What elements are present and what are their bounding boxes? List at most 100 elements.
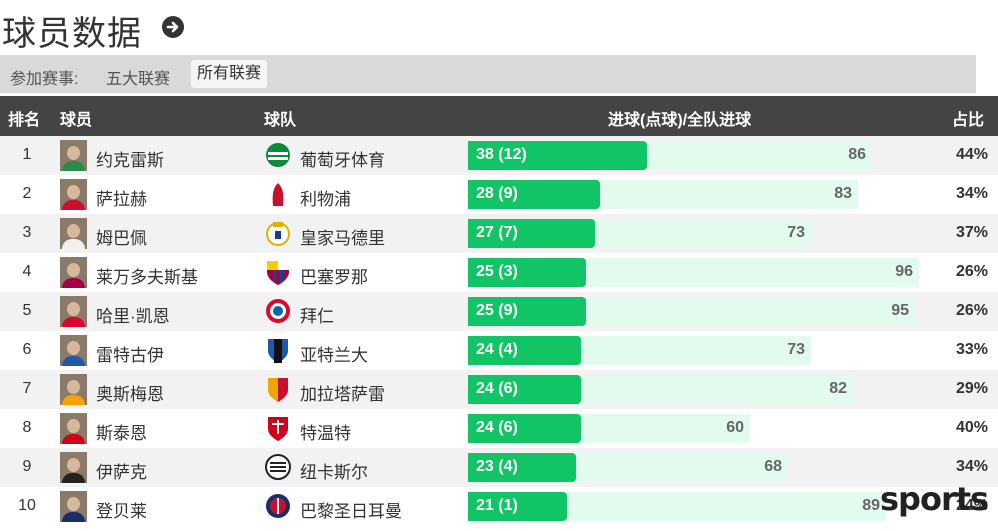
rank-cell: 5 <box>22 302 32 319</box>
team-name[interactable]: 纽卡斯尔 <box>300 463 368 482</box>
real-madrid-crest-icon <box>264 219 292 248</box>
player-name[interactable]: 萨拉赫 <box>96 190 147 209</box>
team-goals-label: 73 <box>787 224 805 241</box>
share-cell: 44% <box>955 146 988 163</box>
header-rank[interactable]: 排名 <box>8 112 41 129</box>
psg-crest-icon <box>264 492 292 521</box>
player-goals-bar <box>468 258 586 287</box>
team-goals-label: 89 <box>862 497 880 514</box>
table-row[interactable]: 7 奥斯梅恩 加拉塔萨雷 24 (6) 82 29% <box>0 370 998 409</box>
player-avatar <box>60 296 87 327</box>
player-name[interactable]: 奥斯梅恩 <box>96 385 164 404</box>
team-name[interactable]: 皇家马德里 <box>300 229 385 248</box>
player-goals-label: 25 (3) <box>476 263 518 280</box>
player-goals-bar <box>468 375 581 404</box>
table-row[interactable]: 10 登贝莱 巴黎圣日耳曼 21 (1) 89 24% <box>0 487 998 526</box>
table-row[interactable]: 2 萨拉赫 利物浦 28 (9) 83 34% <box>0 175 998 214</box>
player-goals-bar <box>468 141 647 170</box>
player-name[interactable]: 哈里·凯恩 <box>96 307 170 326</box>
player-goals-label: 28 (9) <box>476 185 518 202</box>
team-name[interactable]: 葡萄牙体育 <box>300 151 385 170</box>
rank-cell: 3 <box>22 224 32 241</box>
player-name[interactable]: 斯泰恩 <box>96 424 147 443</box>
competition-filter-bar: 参加赛事: 五大联赛 所有联赛 <box>0 55 976 93</box>
team-goals-label: 68 <box>764 458 782 475</box>
table-row[interactable]: 8 斯泰恩 特温特 24 (6) 60 40% <box>0 409 998 448</box>
header-share[interactable]: 占比 <box>952 112 985 129</box>
share-cell: 34% <box>955 185 988 202</box>
table-row[interactable]: 4 莱万多夫斯基 巴塞罗那 25 (3) 96 26% <box>0 253 998 292</box>
player-avatar <box>60 413 87 444</box>
share-cell: 33% <box>955 341 988 358</box>
share-cell: 26% <box>955 263 988 280</box>
filter-option-all[interactable]: 所有联赛 <box>191 60 268 88</box>
player-name[interactable]: 雷特古伊 <box>96 346 164 365</box>
header-team[interactable]: 球队 <box>264 112 297 129</box>
share-cell: 24% <box>955 497 988 514</box>
team-name[interactable]: 利物浦 <box>300 190 351 209</box>
player-goals-label: 21 (1) <box>476 497 518 514</box>
player-goals-label: 27 (7) <box>476 224 518 241</box>
share-cell: 29% <box>955 380 988 397</box>
rank-cell: 7 <box>22 380 32 397</box>
atalanta-crest-icon <box>264 336 292 365</box>
share-cell: 37% <box>955 224 988 241</box>
filter-option-top5[interactable]: 五大联赛 <box>106 71 171 88</box>
player-avatar <box>60 179 87 210</box>
watermark-logo: sports <box>880 480 989 518</box>
player-name[interactable]: 登贝莱 <box>96 502 147 521</box>
table-header: 排名 球员 球队 进球(点球)/全队进球 占比 <box>0 96 998 136</box>
player-name[interactable]: 姆巴佩 <box>96 229 147 248</box>
team-goals-label: 96 <box>895 263 913 280</box>
rank-cell: 1 <box>22 146 32 163</box>
rank-cell: 2 <box>22 185 32 202</box>
page-header: 球员数据 <box>0 0 998 55</box>
team-name[interactable]: 加拉塔萨雷 <box>300 385 385 404</box>
player-avatar <box>60 491 87 522</box>
player-goals-label: 24 (4) <box>476 341 518 358</box>
table-row[interactable]: 9 伊萨克 纽卡斯尔 23 (4) 68 34% <box>0 448 998 487</box>
player-goals-label: 24 (6) <box>476 419 518 436</box>
player-name[interactable]: 伊萨克 <box>96 463 147 482</box>
page-title: 球员数据 <box>2 15 142 53</box>
team-name[interactable]: 拜仁 <box>300 307 334 326</box>
galatasaray-crest-icon <box>264 375 292 404</box>
table-row[interactable]: 3 姆巴佩 皇家马德里 27 (7) 73 37% <box>0 214 998 253</box>
player-goals-bar <box>468 336 581 365</box>
table-row[interactable]: 1 约克雷斯 葡萄牙体育 38 (12) 86 44% <box>0 136 998 175</box>
player-name[interactable]: 莱万多夫斯基 <box>96 268 198 287</box>
table-row[interactable]: 6 雷特古伊 亚特兰大 24 (4) 73 33% <box>0 331 998 370</box>
player-name[interactable]: 约克雷斯 <box>96 151 164 170</box>
player-goals-label: 23 (4) <box>476 458 518 475</box>
newcastle-crest-icon <box>264 453 292 482</box>
team-name[interactable]: 巴黎圣日耳曼 <box>300 502 402 521</box>
bayern-crest-icon <box>264 297 292 326</box>
player-goals-bar <box>468 180 600 209</box>
player-goals-bar <box>468 453 576 482</box>
team-goals-label: 82 <box>829 380 847 397</box>
header-player[interactable]: 球员 <box>60 112 93 129</box>
rank-cell: 10 <box>18 497 36 514</box>
player-goals-bar <box>468 492 567 521</box>
share-cell: 34% <box>955 458 988 475</box>
barcelona-crest-icon <box>264 258 292 287</box>
player-goals-bar <box>468 297 586 326</box>
player-goals-label: 25 (9) <box>476 302 518 319</box>
team-name[interactable]: 亚特兰大 <box>300 346 368 365</box>
team-name[interactable]: 巴塞罗那 <box>300 268 368 287</box>
table-row[interactable]: 5 哈里·凯恩 拜仁 25 (9) 95 26% <box>0 292 998 331</box>
team-name[interactable]: 特温特 <box>300 424 351 443</box>
player-goals-label: 38 (12) <box>476 146 527 163</box>
player-avatar <box>60 452 87 483</box>
header-goals[interactable]: 进球(点球)/全队进球 <box>608 112 752 129</box>
player-goals-bar <box>468 414 581 443</box>
team-goals-label: 60 <box>726 419 744 436</box>
sporting-crest-icon <box>264 141 292 170</box>
team-goals-label: 83 <box>834 185 852 202</box>
team-goals-label: 95 <box>891 302 909 319</box>
share-cell: 40% <box>955 419 988 436</box>
arrow-right-circle-icon[interactable] <box>162 16 184 38</box>
rank-cell: 9 <box>22 458 32 475</box>
liverpool-crest-icon <box>264 180 292 209</box>
player-avatar <box>60 374 87 405</box>
